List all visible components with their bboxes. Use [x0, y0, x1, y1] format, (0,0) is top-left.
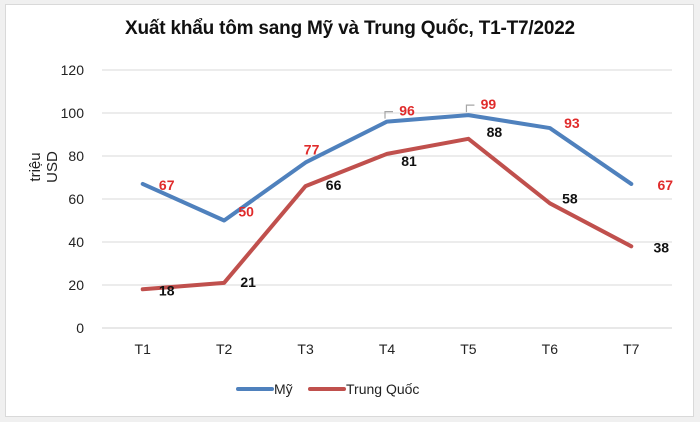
series-line [140, 113, 634, 223]
data-label: 50 [238, 204, 254, 220]
data-label: 88 [487, 124, 503, 140]
data-label: 21 [240, 274, 256, 290]
data-label: 81 [401, 153, 417, 169]
data-label: 96 [399, 103, 415, 119]
data-label: 66 [326, 177, 342, 193]
x-tick-label: T7 [623, 341, 640, 357]
y-tick-label: 40 [68, 234, 84, 250]
x-tick-label: T6 [542, 341, 559, 357]
y-tick-label: 60 [68, 191, 84, 207]
y-tick-label: 100 [61, 105, 85, 121]
x-tick-label: T3 [297, 341, 314, 357]
leader-line [465, 104, 475, 113]
data-label: 67 [159, 177, 175, 193]
y-tick-label: 20 [68, 277, 84, 293]
y-tick-label: 0 [76, 320, 84, 336]
legend-label: Trung Quốc [346, 381, 419, 397]
data-label: 99 [481, 96, 497, 112]
x-tick-label: T5 [460, 341, 477, 357]
leader-line [384, 111, 393, 119]
data-label: 38 [653, 239, 669, 255]
chart-title: Xuất khẩu tôm sang Mỹ và Trung Quốc, T1-… [125, 18, 575, 39]
data-label: 58 [562, 190, 578, 206]
x-tick-label: T2 [216, 341, 233, 357]
y-tick-label: 120 [61, 62, 85, 78]
data-label: 18 [159, 282, 175, 298]
data-label: 93 [564, 115, 580, 131]
data-label: 67 [657, 177, 673, 193]
x-tick-label: T4 [379, 341, 396, 357]
x-tick-label: T1 [135, 341, 152, 357]
legend-label: Mỹ [274, 381, 293, 397]
series-line [140, 136, 634, 292]
chart-frame [5, 4, 694, 417]
y-tick-label: 80 [68, 148, 84, 164]
data-label: 77 [304, 141, 320, 157]
